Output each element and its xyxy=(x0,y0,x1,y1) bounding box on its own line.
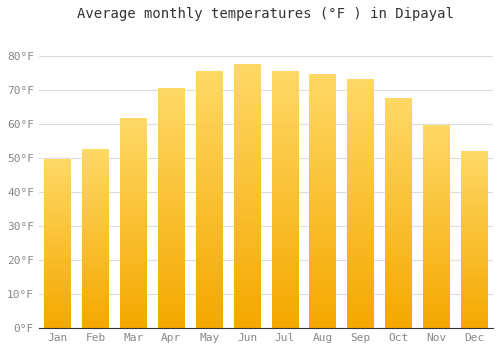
Title: Average monthly temperatures (°F ) in Dipayal: Average monthly temperatures (°F ) in Di… xyxy=(78,7,454,21)
